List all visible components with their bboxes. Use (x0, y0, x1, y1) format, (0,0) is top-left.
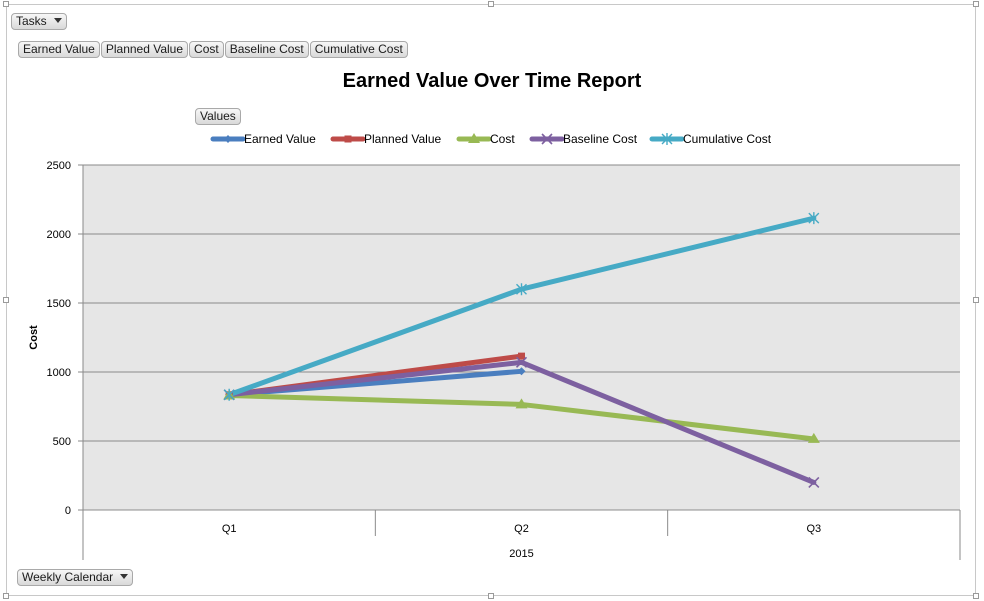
data-point-earned-value (517, 367, 526, 376)
data-point-planned-value (518, 352, 525, 360)
data-point-baseline-cost (515, 356, 528, 368)
legend-marker-planned-value (344, 135, 352, 143)
weekly-calendar-dropdown[interactable]: Weekly Calendar (17, 569, 134, 586)
field-button-cost[interactable]: Cost (189, 41, 224, 58)
y-tick-label: 2000 (47, 229, 71, 241)
field-button-cumulative-cost[interactable]: Cumulative Cost (309, 41, 408, 58)
legend-marker-cost (468, 133, 480, 143)
y-tick-label: 1000 (47, 367, 71, 379)
value-field-buttons: Earned Value Planned Value Cost Baseline Co… (18, 40, 409, 58)
resize-handle-left[interactable] (3, 297, 9, 303)
plot-area (83, 165, 960, 510)
data-point-cost (515, 398, 528, 409)
x-tick-label: Q3 (806, 523, 821, 535)
x-group-label: 2015 (509, 548, 533, 560)
data-point-cumulative-cost (223, 388, 235, 401)
resize-handle-right[interactable] (973, 297, 979, 303)
resize-handle-bottom[interactable] (488, 593, 494, 599)
data-point-cumulative-cost (808, 212, 820, 225)
x-tick-label: Q1 (222, 523, 237, 535)
chevron-down-icon (120, 574, 129, 579)
legend-marker-earned-value (224, 135, 232, 143)
legend-label-cumulative-cost: Cumulative Cost (683, 132, 772, 146)
legend-label-earned-value: Earned Value (244, 132, 316, 146)
legend-label-cost: Cost (490, 132, 515, 146)
values-button[interactable]: Values (195, 108, 241, 125)
x-tick-label: Q2 (514, 523, 529, 535)
data-point-cost (807, 432, 820, 443)
y-tick-label: 2500 (47, 160, 71, 172)
data-point-cumulative-cost (516, 283, 527, 296)
y-tick-label: 500 (53, 436, 71, 448)
data-point-baseline-cost (808, 476, 820, 488)
chevron-down-icon (53, 18, 62, 23)
legend-label-baseline-cost: Baseline Cost (563, 132, 638, 146)
y-tick-label: 1500 (47, 298, 71, 310)
resize-handle-bottom-left[interactable] (3, 593, 9, 599)
field-button-earned-value[interactable]: Earned Value (18, 41, 100, 58)
y-tick-label: 0 (65, 505, 71, 517)
resize-handle-top-right[interactable] (973, 1, 979, 7)
resize-handle-top-left[interactable] (3, 1, 9, 7)
resize-handle-top[interactable] (488, 1, 494, 7)
chart-title: Earned Value Over Time Report (342, 70, 642, 92)
legend-label-planned-value: Planned Value (364, 132, 442, 146)
y-axis-label: Cost (28, 325, 40, 350)
legend-marker-baseline-cost (541, 133, 553, 145)
resize-handle-bottom-right[interactable] (973, 593, 979, 599)
tasks-filter-label: Tasks (16, 14, 47, 28)
weekly-calendar-label: Weekly Calendar (22, 570, 114, 584)
field-button-baseline-cost[interactable]: Baseline Cost (224, 41, 309, 58)
tasks-filter-dropdown[interactable]: Tasks (11, 13, 67, 30)
legend-marker-cumulative-cost (661, 133, 673, 145)
field-button-planned-value[interactable]: Planned Value (100, 41, 189, 58)
